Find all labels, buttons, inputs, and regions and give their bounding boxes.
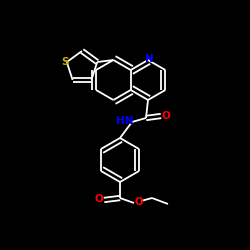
Text: HN: HN [116,116,134,126]
Text: O: O [162,111,170,121]
Text: N: N [144,54,154,64]
Text: O: O [134,197,143,207]
Text: S: S [61,57,68,67]
Text: O: O [94,194,104,204]
